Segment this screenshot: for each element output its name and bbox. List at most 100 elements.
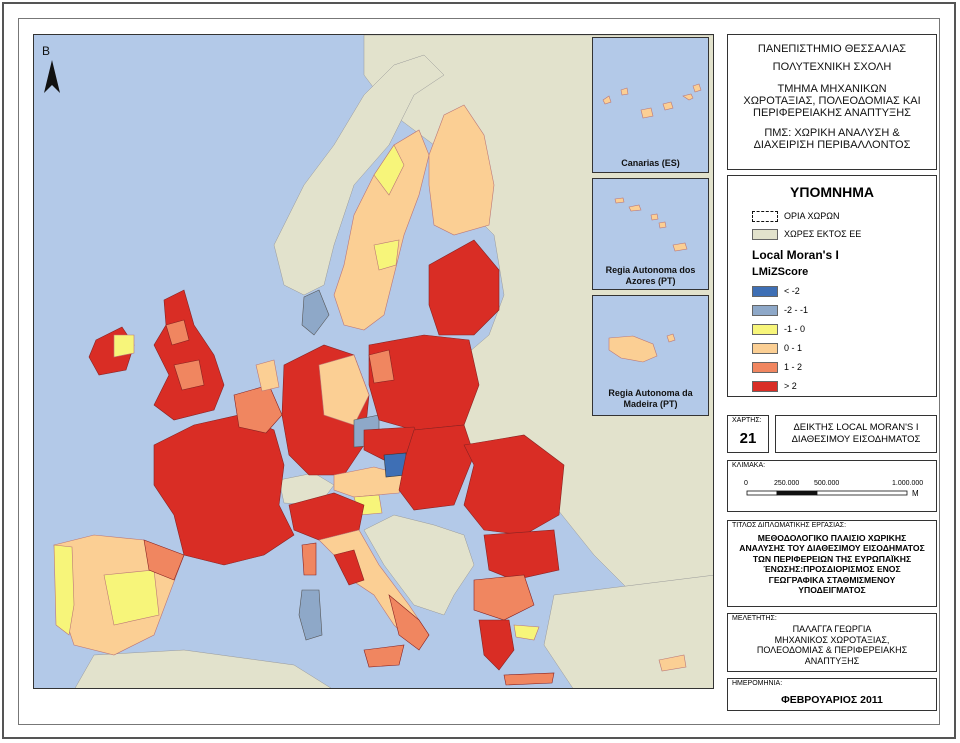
field-name: LMiZScore [752, 266, 809, 278]
benelux [233, 384, 283, 434]
date-box: ΗΜΕΡΟΜΗΝΙΑ: ΦΕΒΡΟΥΑΡΙΟΣ 2011 [727, 678, 937, 711]
legend-class: 1 - 2 [752, 360, 802, 374]
sardinia [298, 589, 323, 641]
non-eu-label: ΧΩΡΕΣ ΕΚΤΟΣ ΕΕ [784, 229, 862, 239]
legend-class: < -2 [752, 284, 800, 298]
scale-label: ΚΛΙΜΑΚΑ: [732, 462, 766, 469]
inset-label-canarias: Canarias (ES) [621, 158, 680, 168]
class-label: 1 - 2 [784, 362, 803, 372]
date-value: ΦΕΒΡΟΥΑΡΙΟΣ 2011 [781, 694, 883, 706]
scale-unit: M [912, 489, 919, 498]
norway [273, 54, 445, 296]
legend-class: -1 - 0 [752, 322, 805, 336]
class-swatch [752, 323, 778, 335]
italy-south [388, 594, 430, 651]
legend-non-eu: ΧΩΡΕΣ ΕΚΤΟΣ ΕΕ [752, 227, 861, 241]
scale-tick: 1.000.000 [892, 480, 924, 487]
program-line1: ΠΜΣ: ΧΩΡΙΚΗ ΑΝΑΛΥΣΗ & [764, 127, 900, 139]
author-line: ΜΗΧΑΝΙΚΟΣ ΧΩΡΟΤΑΞΙΑΣ, [774, 634, 890, 645]
turkey [543, 574, 713, 688]
legend-class: > 2 [752, 379, 797, 393]
greece-islands [513, 624, 540, 641]
author-box: ΜΕΛΕΤΗΤΗΣ: ΠΑΛΑΓΓΑ ΓΕΩΡΓΙΑ ΜΗΧΑΝΙΚΟΣ ΧΩΡ… [727, 613, 937, 672]
university-name: ΠΑΝΕΠΙΣΤΗΜΙΟ ΘΕΣΣΑΛΙΑΣ [757, 43, 907, 55]
spain-northeast [143, 539, 185, 581]
finland [428, 104, 495, 236]
class-swatch [752, 361, 778, 373]
germany-east [318, 354, 370, 426]
sweden-stockholm [373, 239, 400, 271]
portugal [53, 544, 75, 636]
class-label: -1 - 0 [784, 324, 806, 334]
sweden [333, 129, 430, 331]
class-swatch [752, 304, 778, 316]
north-label: B [42, 44, 50, 58]
thesis-line: ΥΠΟΔΕΙΓΜΑΤΟΣ [798, 585, 866, 596]
class-swatch [752, 380, 778, 392]
class-label: > 2 [784, 381, 797, 391]
school-name: ΠΟΛΥΤΕΧΝΙΚΗ ΣΧΟΛΗ [772, 61, 892, 73]
greece-north [473, 574, 535, 621]
class-label: 0 - 1 [784, 343, 803, 353]
map-title-box: ΔΕΙΚΤΗΣ LOCAL MORAN'S I ΔΙΑΘΕΣΙΜΟΥ ΕΙΣΟΔ… [775, 415, 937, 453]
scale-tick: 500.000 [814, 480, 840, 487]
spain-centre [103, 569, 160, 626]
baltic-states [428, 239, 500, 336]
map-number-label: ΧΑΡΤΗΣ: [732, 417, 762, 424]
inset-canarias: Canarias (ES) [592, 37, 709, 173]
thesis-line: ΓΕΩΓΡΑΦΙΚΑ ΣΤΑΘΜΙΣΜΕΝΟΥ [768, 574, 896, 585]
legend: ΥΠΟΜΝΗΜΑ ΟΡΙΑ ΧΩΡΩΝ ΧΩΡΕΣ ΕΚΤΟΣ ΕΕ Local… [727, 175, 937, 397]
borders-swatch [752, 210, 778, 222]
denmark [301, 289, 330, 336]
thesis-title: ΜΕΘΟΔΟΛΟΓΙΚΟ ΠΛΑΙΣΙΟ ΧΩΡΙΚΗΣ ΑΝΑΛΥΣΗΣ ΤΟ… [732, 533, 932, 595]
inset-canarias-map [602, 83, 702, 119]
class-swatch [752, 342, 778, 354]
author-line: ΑΝΑΠΤΥΞΗΣ [804, 655, 860, 666]
north-arrow [44, 60, 60, 93]
inset-label-madeira: Regia Autonoma da Madeira (PT) [608, 388, 693, 409]
inset-azores-map [614, 197, 688, 252]
balkans [363, 514, 475, 616]
crete [503, 672, 555, 686]
department-line2: ΧΩΡΟΤΑΞΙΑΣ, ΠΟΛΕΟΔΟΜΙΑΣ ΚΑΙ [743, 95, 921, 107]
inset-label-azores: Regia Autonoma dos Azores (PT) [605, 265, 696, 286]
inset-madeira-map [608, 333, 676, 363]
thesis-line: ΤΩΝ ΠΕΡΙΦΕΡΕΙΩΝ ΤΗΣ ΕΥΡΩΠΑΪΚΗΣ [752, 553, 912, 564]
inset-madeira: Regia Autonoma da Madeira (PT) [592, 295, 709, 416]
corsica [301, 542, 317, 576]
map-number-box: ΧΑΡΤΗΣ: 21 [727, 415, 769, 453]
sicily [363, 644, 405, 668]
author-text: ΠΑΛΑΓΓΑ ΓΕΩΡΓΙΑ ΜΗΧΑΝΙΚΟΣ ΧΩΡΟΤΑΞΙΑΣ, ΠΟ… [732, 624, 932, 666]
title-block: ΠΑΝΕΠΙΣΤΗΜΙΟ ΘΕΣΣΑΛΙΑΣ ΠΟΛΥΤΕΧΝΙΚΗ ΣΧΟΛΗ… [727, 34, 937, 170]
sweden-north [373, 144, 405, 196]
program-line2: ΔΙΑΧΕΙΡΙΣΗ ΠΕΡΙΒΑΛΛΟΝΤΟΣ [753, 139, 911, 151]
thesis-line: ΑΝΑΛΥΣΗΣ ΤΟΥ ΔΙΑΘΕΣΙΜΟΥ ΕΙΣΟΔΗΜΑΤΟΣ [739, 543, 925, 554]
department-line1: ΤΜΗΜΑ ΜΗΧΑΝΙΚΩΝ [777, 83, 887, 95]
inner-frame [18, 18, 940, 725]
uk [153, 289, 225, 421]
map-canvas: B [42, 35, 713, 688]
class-label: -2 - -1 [784, 305, 809, 315]
legend-heading: ΥΠΟΜΝΗΜΑ [790, 184, 874, 200]
author-line: ΠΑΛΑΓΓΑ ΓΕΩΡΓΙΑ [792, 624, 872, 634]
uk-north [165, 319, 190, 346]
poland-west [368, 349, 395, 384]
legend-class: -2 - -1 [752, 303, 808, 317]
map-title-line1: ΔΕΙΚΤΗΣ LOCAL MORAN'S I [793, 422, 919, 433]
scale-tick: 0 [744, 480, 748, 487]
scale-tick: 250.000 [774, 480, 800, 487]
greece [478, 619, 515, 671]
class-swatch [752, 285, 778, 297]
class-label: < -2 [784, 286, 800, 296]
scale-bar [746, 490, 908, 496]
thesis-box: ΤΙΤΛΟΣ ΔΙΠΛΩΜΑΤΙΚΗΣ ΕΡΓΑΣΙΑΣ: ΜΕΘΟΔΟΛΟΓΙ… [727, 520, 937, 607]
map-number-value: 21 [739, 430, 757, 447]
ireland-border [113, 334, 135, 358]
thesis-line: ΈΝΩΣΗΣ:ΠΡΟΣΔΙΟΡΙΣΜΟΣ ΕΝΟΣ [763, 564, 901, 575]
poland [368, 334, 480, 431]
non-eu-swatch [752, 228, 778, 240]
index-title: Local Moran's I [752, 248, 839, 262]
department-line3: ΠΕΡΙΦΕΡΕΙΑΚΗΣ ΑΝΑΠΤΥΞΗΣ [753, 107, 911, 119]
bulgaria [483, 529, 560, 581]
